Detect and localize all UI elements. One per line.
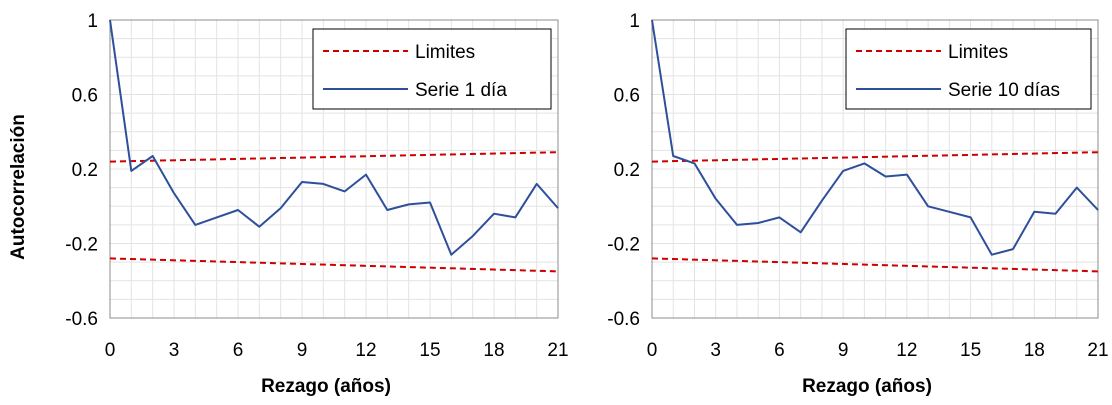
x-axis-label: Rezago (años) [261, 376, 391, 397]
y-tick-label: 0.2 [72, 160, 98, 181]
x-axis-label: Rezago (años) [802, 376, 932, 397]
x-tick-label: 6 [233, 340, 244, 361]
series-line [651, 19, 1099, 256]
x-tick-label: 9 [838, 340, 849, 361]
limit-line [651, 151, 1099, 163]
x-tick-label: 0 [105, 340, 116, 361]
y-tick-label: 1 [87, 11, 98, 32]
limit-line [651, 257, 1099, 273]
legend-label: Limites [415, 42, 475, 63]
legend-label: Limites [948, 42, 1008, 63]
x-tick-label: 21 [547, 340, 568, 361]
x-tick-label: 0 [647, 340, 658, 361]
y-tick-label: 0.6 [614, 86, 640, 107]
x-tick-label: 3 [169, 340, 180, 361]
limit-line [109, 151, 559, 163]
plot-area [109, 19, 559, 319]
legend-label: Serie 10 días [948, 80, 1060, 101]
x-tick-label: 21 [1087, 340, 1108, 361]
legend-box [312, 28, 552, 110]
legend-label: Serie 1 día [415, 80, 507, 101]
y-tick-label: 1 [629, 11, 640, 32]
y-tick-label: -0.2 [65, 235, 98, 256]
chart-panel-2: 0 3 6 9 12 15 18 21 -0.6 -0.2 0.2 0.6 1 Rezago (años)… [607, 11, 1108, 397]
x-tick-label: 12 [355, 340, 376, 361]
x-tick-label: 15 [419, 340, 440, 361]
legend: Limites Serie 1 día [312, 28, 552, 110]
x-tick-label: 18 [1024, 340, 1045, 361]
limit-line [109, 257, 559, 273]
y-axis-label: Autocorrelación [8, 114, 29, 260]
x-tick-label: 18 [483, 340, 504, 361]
y-tick-label: -0.6 [65, 309, 98, 330]
x-tick-label: 9 [297, 340, 308, 361]
y-tick-label: -0.2 [607, 235, 640, 256]
x-tick-label: 6 [774, 340, 785, 361]
plot-area [651, 19, 1099, 319]
chart-panel-1: 0 3 6 9 12 15 18 21 -0.6 -0.2 0.2 0.6 1 Rezago (años)… [8, 11, 569, 397]
series-line [109, 19, 559, 256]
y-tick-label: -0.6 [607, 309, 640, 330]
legend: Limites Serie 10 días [845, 28, 1092, 110]
y-tick-label: 0.2 [614, 160, 640, 181]
legend-box [845, 28, 1092, 110]
x-tick-label: 3 [710, 340, 721, 361]
x-tick-label: 12 [896, 340, 917, 361]
y-tick-label: 0.6 [72, 86, 98, 107]
x-tick-label: 15 [960, 340, 981, 361]
